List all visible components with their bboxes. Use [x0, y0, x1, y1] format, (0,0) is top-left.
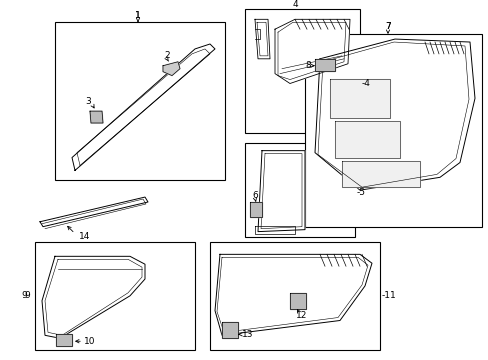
- Text: -5: -5: [356, 188, 365, 197]
- Text: 14: 14: [79, 232, 90, 241]
- Polygon shape: [215, 254, 371, 335]
- Bar: [244, 143, 354, 237]
- Polygon shape: [42, 256, 145, 338]
- Polygon shape: [254, 226, 294, 234]
- Polygon shape: [329, 78, 389, 118]
- Polygon shape: [334, 121, 399, 158]
- Polygon shape: [314, 39, 474, 190]
- Text: 10: 10: [84, 337, 96, 346]
- Polygon shape: [274, 19, 349, 84]
- Polygon shape: [56, 334, 72, 346]
- Text: 12: 12: [296, 311, 307, 320]
- Bar: [305, 34, 481, 227]
- Text: 1: 1: [135, 11, 141, 20]
- Text: 8: 8: [305, 61, 310, 70]
- Polygon shape: [341, 161, 419, 187]
- Text: 2: 2: [164, 51, 169, 60]
- Polygon shape: [163, 62, 180, 76]
- Text: -4: -4: [361, 79, 370, 88]
- Text: 7: 7: [385, 22, 390, 31]
- Polygon shape: [254, 19, 269, 59]
- Text: 13: 13: [242, 330, 253, 339]
- Text: 9: 9: [21, 291, 27, 300]
- Bar: [55, 22, 224, 180]
- Text: 1: 1: [135, 11, 141, 20]
- Polygon shape: [258, 150, 305, 231]
- Bar: [244, 9, 359, 133]
- Polygon shape: [249, 202, 262, 217]
- Polygon shape: [72, 44, 215, 170]
- Polygon shape: [289, 293, 305, 309]
- Text: 4: 4: [292, 0, 297, 9]
- Text: 7: 7: [385, 22, 390, 31]
- Bar: [209, 242, 379, 350]
- Text: 9: 9: [24, 291, 30, 300]
- Polygon shape: [314, 59, 334, 71]
- Text: 3: 3: [85, 97, 91, 106]
- Text: -11: -11: [381, 291, 396, 300]
- Bar: [35, 242, 195, 350]
- Text: 6: 6: [252, 190, 257, 199]
- Polygon shape: [222, 323, 238, 338]
- Polygon shape: [40, 197, 148, 227]
- Polygon shape: [90, 111, 103, 123]
